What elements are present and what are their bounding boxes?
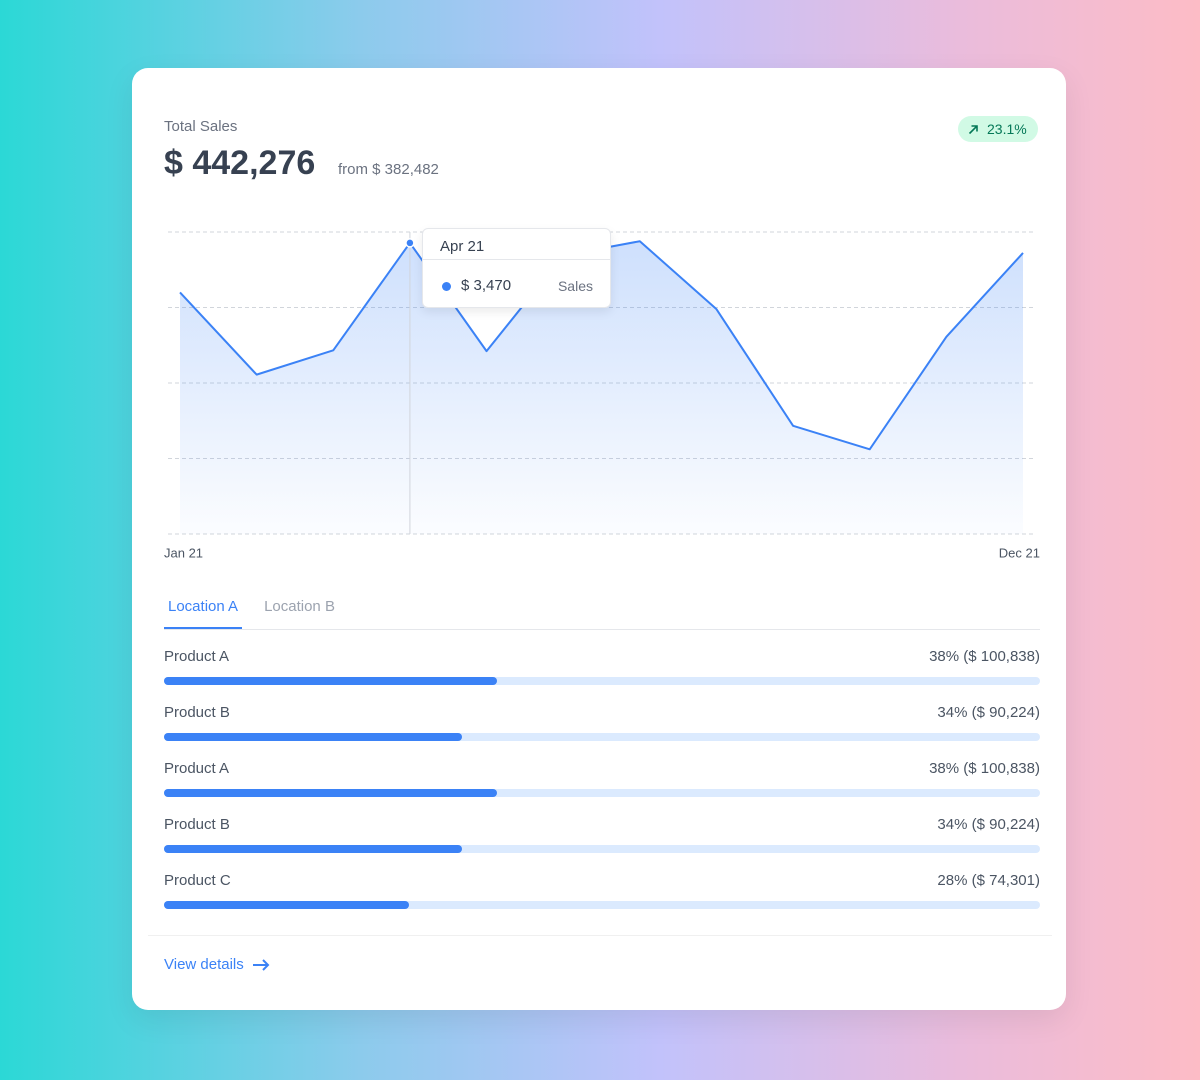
arrow-icon	[252, 958, 270, 971]
change-badge: 23.1%	[958, 116, 1038, 142]
progress-track	[164, 677, 1040, 685]
product-row: Product C 28% ($ 74,301)	[164, 870, 1040, 926]
product-row: Product B 34% ($ 90,224)	[164, 702, 1040, 758]
tab[interactable]: Location B	[264, 598, 335, 615]
product-name: Product A	[164, 760, 230, 777]
tabs: Location A Location B	[164, 590, 1040, 630]
product-name: Product C	[164, 872, 231, 889]
product-name: Product B	[164, 816, 230, 833]
product-list: Product A 38% ($ 100,838) Product B 34% ($ …	[164, 646, 1040, 926]
tooltip-dot	[442, 282, 451, 291]
tooltip-divider	[423, 259, 610, 260]
total-value: $ 442,276	[164, 144, 316, 182]
link-text[interactable]: View details	[164, 956, 244, 973]
product-share: 34% ($ 90,224)	[937, 816, 1040, 833]
chart: Jan 21 Dec 21	[164, 231, 1040, 560]
product-name: Product A	[164, 648, 230, 665]
product-share: 34% ($ 90,224)	[937, 704, 1040, 721]
product-share: 28% ($ 74,301)	[937, 872, 1040, 889]
comparison: from $ 382,482	[338, 161, 439, 178]
tooltip: Apr 21 $ 3,470 Sales	[422, 228, 611, 308]
product-share: 38% ($ 100,838)	[929, 760, 1040, 777]
view-details[interactable]: View details	[164, 956, 270, 973]
product-row: Product B 34% ($ 90,224)	[164, 814, 1040, 870]
tooltip-value: $ 3,470	[461, 277, 512, 294]
x-tick-label: Jan 21	[164, 545, 203, 560]
tooltip-date: Apr 21	[440, 238, 485, 255]
progress-track	[164, 789, 1040, 797]
progress-bar	[164, 677, 497, 685]
change-value: 23.1%	[987, 121, 1027, 137]
product-row: Product A 38% ($ 100,838)	[164, 758, 1040, 814]
active-point	[405, 238, 415, 248]
progress-track	[164, 845, 1040, 853]
area	[180, 241, 1023, 534]
progress-bar	[164, 789, 497, 797]
tooltip-series: Sales	[557, 278, 593, 294]
sales-card: Total Sales $ 442,276 from $ 382,482 23.…	[132, 68, 1066, 1010]
progress-track	[164, 901, 1040, 909]
product-name: Product B	[164, 704, 230, 721]
arrow-icon	[968, 124, 978, 134]
product-row: Product A 38% ($ 100,838)	[164, 646, 1040, 702]
product-share: 38% ($ 100,838)	[929, 648, 1040, 665]
progress-bar	[164, 845, 462, 853]
tab[interactable]: Location A	[164, 590, 243, 629]
divider	[148, 935, 1052, 936]
x-tick-label: Dec 21	[999, 545, 1040, 560]
progress-bar	[164, 901, 410, 909]
progress-track	[164, 733, 1040, 741]
progress-bar	[164, 733, 462, 741]
card-title: Total Sales	[164, 118, 238, 135]
